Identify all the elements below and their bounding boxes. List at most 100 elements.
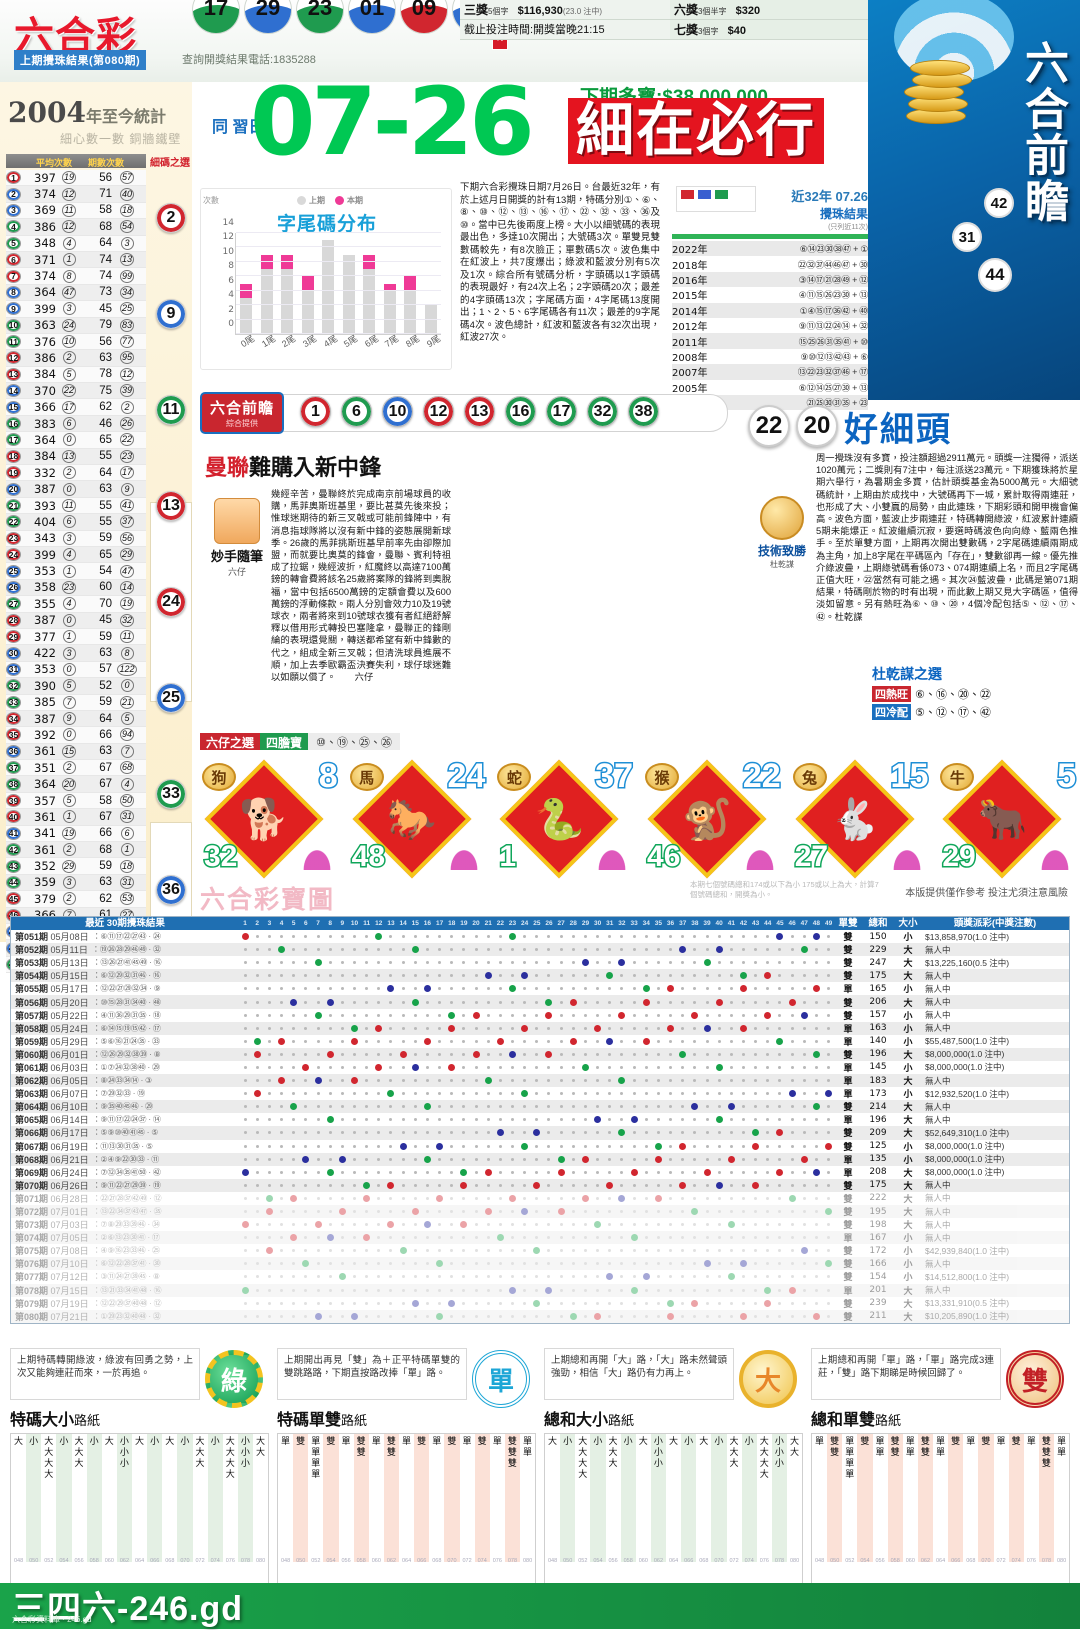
road-issue-numbers: 070 bbox=[981, 1558, 991, 1564]
grid-cell bbox=[531, 1273, 543, 1280]
grid-cell bbox=[373, 1221, 385, 1228]
grid-cell bbox=[592, 1077, 604, 1084]
grid-col-header: 32 bbox=[618, 920, 626, 927]
grid-cell bbox=[275, 1103, 287, 1110]
grid-cell bbox=[324, 1260, 336, 1267]
road-column: 小 bbox=[177, 1434, 193, 1562]
road-mark: 單 bbox=[281, 1436, 291, 1446]
draw-date: 05月08日 bbox=[50, 932, 89, 943]
issue-no: 第052期 bbox=[15, 945, 49, 956]
road-issue-numbers: 060 bbox=[638, 1558, 648, 1564]
grid-cell bbox=[616, 1300, 628, 1307]
grid-cell bbox=[373, 1063, 385, 1071]
stat-row: 3 369 11 58 18 bbox=[6, 202, 146, 220]
road-title: 特碼大小路紙 bbox=[10, 1412, 101, 1429]
grid-cell bbox=[689, 1260, 701, 1267]
previous-result-label: 上期攪珠結果(第080期) bbox=[14, 50, 147, 70]
grid-cell bbox=[737, 1090, 749, 1097]
grid-cell bbox=[592, 1038, 604, 1045]
grid-cell bbox=[361, 933, 373, 940]
payout-value: 無人中 bbox=[925, 1258, 951, 1269]
payout-value: 無人中 bbox=[925, 1114, 951, 1125]
y-tick: 10 bbox=[222, 246, 234, 257]
grid-cell bbox=[361, 1247, 373, 1254]
grid-cell bbox=[434, 1234, 446, 1241]
road-column: 單 bbox=[369, 1434, 384, 1562]
grid-cell bbox=[519, 1142, 531, 1150]
grid-cell bbox=[640, 959, 652, 966]
grid-cell bbox=[531, 1077, 543, 1084]
grid-cell bbox=[762, 959, 774, 966]
grid-cell bbox=[555, 1077, 567, 1084]
zodiac-sub-number: 32 bbox=[202, 839, 238, 875]
big-small-value: 小 bbox=[903, 1259, 913, 1270]
grid-cell bbox=[762, 933, 774, 940]
draw-numbers: ：②④⑨㉒㉚㉝ · ⑪ bbox=[92, 1154, 160, 1164]
stat-ball-17: 17 bbox=[6, 433, 21, 447]
year-numbers: ㉒㉜㊲㊹㊻㊼ + ㉚ bbox=[797, 259, 869, 270]
grid-cell bbox=[725, 1025, 737, 1032]
road-issue-numbers: 068 bbox=[432, 1558, 442, 1564]
stat-gap: 0 bbox=[56, 662, 82, 676]
road-mark: 大 bbox=[578, 1458, 588, 1468]
grid-cell bbox=[494, 946, 506, 953]
grid-col-header: 43 bbox=[752, 920, 760, 927]
grid-cell bbox=[470, 1116, 482, 1123]
stat-ball-25: 25 bbox=[6, 564, 21, 578]
grid-cell bbox=[312, 999, 324, 1006]
year32-divider bbox=[672, 234, 868, 239]
grid-cell bbox=[397, 1273, 409, 1280]
grid-cell bbox=[652, 946, 664, 953]
grid-row bbox=[239, 1286, 835, 1294]
grid-cell bbox=[494, 1273, 506, 1280]
grid-cell bbox=[664, 1247, 676, 1254]
road-column: 單 bbox=[994, 1434, 1009, 1562]
grid-cell bbox=[689, 1129, 701, 1136]
grid-row bbox=[239, 1194, 835, 1202]
road-issue-numbers: 078 bbox=[240, 1558, 251, 1564]
stat-ball-18: 18 bbox=[6, 449, 21, 463]
road-column: 小 bbox=[711, 1434, 727, 1562]
grid-cell bbox=[750, 933, 762, 940]
grid-cell bbox=[762, 946, 774, 953]
road-column: 大大大大 bbox=[757, 1434, 772, 1562]
road-mark: 大 bbox=[578, 1436, 588, 1446]
grid-cell bbox=[810, 1129, 822, 1136]
grid-cell bbox=[385, 1195, 397, 1202]
road-mark: 小 bbox=[744, 1436, 754, 1446]
draw-ball-23: 23 bbox=[296, 0, 344, 34]
grid-cell bbox=[348, 1064, 360, 1071]
stat-count: 63 bbox=[99, 647, 112, 660]
grid-cell bbox=[470, 959, 482, 966]
grid-cell bbox=[348, 1129, 360, 1136]
grid-cell bbox=[798, 1313, 810, 1320]
big-small-value: 小 bbox=[903, 1233, 913, 1244]
road-column: 雙雙 bbox=[353, 1434, 369, 1562]
grid-cell bbox=[324, 985, 336, 992]
grid-cell bbox=[725, 1208, 737, 1215]
grid-cell bbox=[786, 1313, 798, 1320]
road-issue-numbers: 050 bbox=[296, 1558, 306, 1564]
road-issue-numbers: 072 bbox=[729, 1558, 739, 1564]
prize-name: 三獎 bbox=[464, 3, 489, 17]
grid-cell bbox=[774, 999, 786, 1006]
issue-no: 第079期 bbox=[15, 1298, 49, 1309]
grid-cell bbox=[567, 1247, 579, 1254]
grid-cell bbox=[324, 1090, 336, 1097]
bar-4尾 bbox=[322, 233, 335, 334]
big-small-value: 小 bbox=[903, 1062, 913, 1073]
grid-cell bbox=[239, 1273, 251, 1280]
y-tick: 2 bbox=[228, 304, 234, 315]
stat-row: 19 332 2 64 17 bbox=[6, 465, 146, 482]
grid-cell bbox=[434, 1038, 446, 1045]
grid-cell bbox=[506, 1050, 518, 1058]
road-column: 小 bbox=[86, 1434, 102, 1562]
year-label: 2012年 bbox=[672, 322, 708, 334]
grid-cell bbox=[640, 985, 652, 993]
grid-cell bbox=[798, 1182, 810, 1189]
stat-gap: 5 bbox=[56, 794, 82, 808]
road-mark: 小 bbox=[119, 1447, 129, 1457]
draw-date: 07月03日 bbox=[50, 1220, 89, 1231]
draw-info: 第071期 06月28日 ：㉒㉗㉘㊲㊷㊾ · ⑫ bbox=[11, 1192, 239, 1205]
stat-misc: 4 bbox=[112, 777, 142, 791]
